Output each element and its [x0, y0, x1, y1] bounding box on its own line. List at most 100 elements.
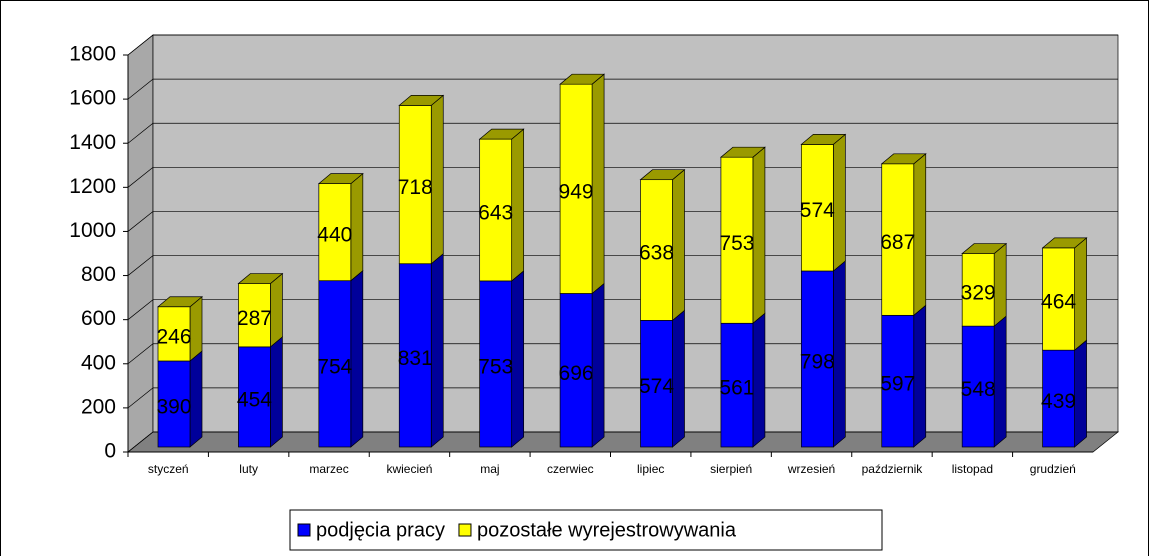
bar-top	[1041, 237, 1088, 249]
data-label: 949	[559, 180, 594, 203]
bar-side	[189, 295, 203, 362]
side-wall	[127, 34, 154, 453]
bar-side	[430, 94, 444, 265]
x-tick-label: marzec	[309, 462, 348, 476]
bar	[800, 144, 834, 272]
bar-top	[559, 73, 606, 85]
data-label: 390	[156, 396, 191, 419]
bar-top	[398, 95, 445, 106]
bar	[720, 322, 754, 448]
data-label: 754	[317, 355, 352, 378]
bar-top	[317, 173, 364, 185]
bar-side	[832, 260, 846, 448]
data-label: 638	[639, 242, 674, 265]
bar	[398, 105, 432, 265]
grid-line	[127, 343, 1118, 365]
data-label: 440	[317, 224, 352, 247]
bar-side	[993, 315, 1007, 448]
bar-top	[800, 134, 847, 145]
data-label: 561	[719, 377, 754, 400]
bar-side	[1074, 237, 1087, 351]
bar-top	[961, 243, 1008, 254]
grid-line	[127, 78, 1118, 100]
y-tick-label: 1600	[69, 87, 116, 110]
bar-side	[672, 168, 685, 322]
bar-side	[511, 270, 525, 448]
bar	[157, 306, 191, 362]
bar-side	[832, 133, 846, 272]
bar-side	[591, 73, 605, 295]
data-label: 643	[478, 202, 513, 225]
x-tick-label: grudzień	[1030, 462, 1076, 476]
y-tick-label: 200	[81, 395, 116, 418]
bar	[881, 314, 915, 448]
x-tick-label: maj	[480, 462, 499, 476]
grid-line	[127, 34, 1118, 56]
grid-line	[127, 431, 1118, 453]
data-label: 246	[156, 325, 191, 348]
data-label: 574	[639, 375, 674, 398]
bar	[318, 183, 352, 282]
legend	[289, 509, 883, 551]
bar	[800, 270, 834, 448]
bar	[318, 280, 352, 448]
data-label: 329	[961, 281, 996, 304]
x-tick-label: lipiec	[637, 462, 664, 476]
bar-side	[913, 304, 927, 448]
bar-side	[1074, 339, 1087, 448]
grid-line	[127, 255, 1118, 276]
data-label: 718	[398, 176, 433, 199]
legend-swatch	[297, 523, 311, 537]
grid-line	[127, 387, 1118, 409]
bar-side	[993, 242, 1007, 327]
bar-top	[719, 146, 766, 158]
bar-top	[639, 169, 686, 181]
bar-top	[880, 153, 927, 165]
y-tick-label: 1000	[69, 219, 116, 242]
data-label: 287	[237, 307, 272, 330]
x-tick-label: sierpień	[710, 462, 752, 476]
bar	[881, 163, 915, 316]
bar-top	[478, 128, 525, 140]
bar	[238, 283, 271, 348]
bar	[398, 263, 432, 448]
bar-side	[672, 309, 685, 448]
x-tick-label: kwiecień	[386, 462, 432, 476]
bar	[559, 293, 593, 448]
legend-label: pozostałe wyrejestrowywania	[477, 519, 737, 541]
bar	[720, 156, 754, 324]
bar-side	[430, 252, 444, 448]
y-tick-label: 600	[81, 307, 116, 330]
bar-side	[913, 153, 927, 317]
bar	[157, 360, 191, 448]
x-tick-label: listopad	[952, 462, 993, 476]
x-tick-label: październik	[862, 462, 924, 476]
data-label: 548	[961, 378, 996, 401]
bar-top	[237, 273, 284, 284]
grid-line	[127, 211, 1118, 232]
legend-label: podjęcia pracy	[316, 519, 445, 541]
data-label: 439	[1041, 390, 1076, 413]
bar-side	[591, 282, 605, 448]
bar-side	[752, 312, 766, 448]
bar	[640, 179, 673, 321]
bar	[961, 325, 995, 448]
bar-side	[350, 172, 364, 282]
y-tick-label: 1200	[69, 175, 116, 198]
y-tick-label: 1400	[69, 131, 116, 154]
data-label: 753	[719, 232, 754, 255]
x-tick-label: styczeń	[148, 462, 189, 476]
data-label: 831	[398, 347, 433, 370]
data-label: 798	[800, 351, 835, 374]
bar	[238, 346, 271, 448]
bar-side	[511, 128, 525, 282]
y-tick-label: 400	[81, 351, 116, 374]
bar	[640, 320, 673, 448]
data-label: 753	[478, 356, 513, 379]
y-tick-label: 0	[104, 440, 116, 463]
data-label: 687	[880, 231, 915, 254]
data-label: 597	[880, 373, 915, 396]
y-tick-label: 1800	[69, 43, 116, 66]
back-wall	[152, 34, 1119, 433]
